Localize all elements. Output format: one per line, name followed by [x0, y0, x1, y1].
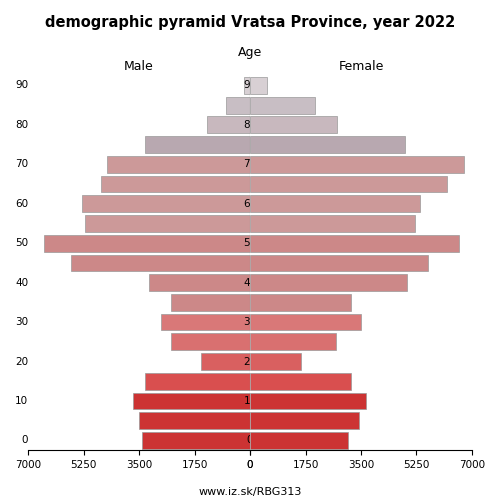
- Text: 10: 10: [15, 396, 28, 406]
- Bar: [101, 176, 250, 192]
- Text: 50: 50: [250, 238, 266, 248]
- Text: 60: 60: [244, 198, 256, 209]
- Bar: [250, 412, 360, 429]
- Text: 50: 50: [244, 238, 256, 248]
- Bar: [250, 432, 348, 449]
- Bar: [162, 314, 250, 330]
- Text: 70: 70: [244, 160, 256, 170]
- Bar: [250, 235, 460, 252]
- Text: 10: 10: [250, 396, 266, 406]
- Text: 0: 0: [22, 436, 28, 446]
- Text: 20: 20: [15, 356, 28, 366]
- Bar: [250, 353, 301, 370]
- Text: 80: 80: [250, 120, 266, 130]
- Bar: [146, 136, 250, 153]
- Bar: [148, 274, 250, 291]
- Text: 60: 60: [250, 198, 266, 209]
- Bar: [250, 314, 361, 330]
- Text: 90: 90: [15, 80, 28, 90]
- Text: demographic pyramid Vratsa Province, year 2022: demographic pyramid Vratsa Province, yea…: [45, 15, 455, 30]
- Bar: [132, 392, 250, 409]
- Text: 80: 80: [244, 120, 256, 130]
- Bar: [201, 353, 250, 370]
- Bar: [71, 254, 250, 272]
- Bar: [142, 432, 250, 449]
- Title: Female: Female: [338, 60, 384, 73]
- Bar: [146, 373, 250, 390]
- Bar: [244, 77, 250, 94]
- Text: 70: 70: [250, 160, 266, 170]
- Text: 40: 40: [250, 278, 266, 287]
- Text: 30: 30: [15, 317, 28, 327]
- Bar: [250, 176, 446, 192]
- Bar: [250, 294, 352, 310]
- Text: 50: 50: [15, 238, 28, 248]
- Bar: [250, 215, 415, 232]
- Text: 40: 40: [244, 278, 256, 287]
- Bar: [82, 196, 250, 212]
- Bar: [44, 235, 250, 252]
- Text: 80: 80: [15, 120, 28, 130]
- Bar: [108, 156, 250, 172]
- Bar: [250, 196, 420, 212]
- Bar: [207, 116, 250, 133]
- Text: 10: 10: [244, 396, 256, 406]
- Bar: [250, 373, 352, 390]
- Bar: [250, 156, 464, 172]
- Bar: [250, 392, 366, 409]
- Text: 30: 30: [244, 317, 256, 327]
- Text: 20: 20: [244, 356, 256, 366]
- Text: 40: 40: [15, 278, 28, 287]
- Text: 70: 70: [15, 160, 28, 170]
- Text: 20: 20: [250, 356, 266, 366]
- Text: www.iz.sk/RBG313: www.iz.sk/RBG313: [198, 487, 302, 497]
- Text: 0: 0: [250, 436, 260, 446]
- Bar: [250, 334, 336, 350]
- Bar: [139, 412, 250, 429]
- Text: 30: 30: [250, 317, 266, 327]
- Text: 90: 90: [250, 80, 266, 90]
- Text: 60: 60: [15, 198, 28, 209]
- Title: Male: Male: [124, 60, 154, 73]
- Bar: [250, 274, 407, 291]
- Bar: [250, 254, 428, 272]
- Bar: [171, 294, 250, 310]
- Bar: [226, 97, 250, 114]
- Bar: [250, 97, 315, 114]
- Bar: [250, 77, 268, 94]
- Text: Age: Age: [238, 46, 262, 59]
- Bar: [250, 116, 337, 133]
- Text: 90: 90: [244, 80, 256, 90]
- Bar: [250, 136, 406, 153]
- Text: 0: 0: [247, 436, 254, 446]
- Bar: [171, 334, 250, 350]
- Bar: [85, 215, 250, 232]
